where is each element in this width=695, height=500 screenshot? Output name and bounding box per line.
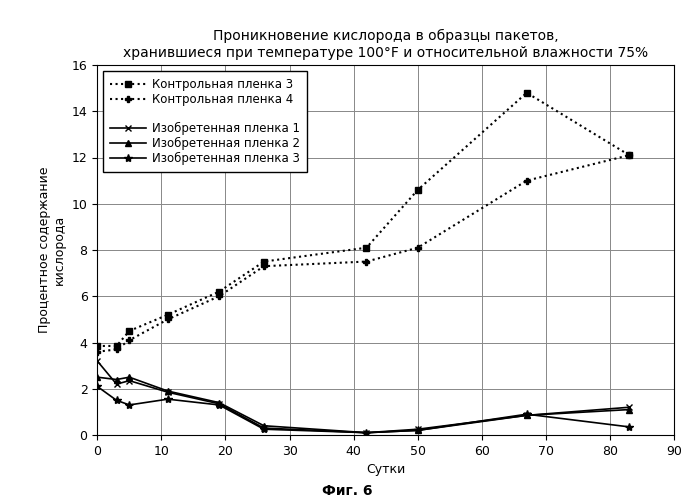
Изобретенная пленка 2 [523,412,531,418]
Контрольная пленка 3 [113,343,121,349]
Контрольная пленка 3 [625,152,633,158]
Line: Изобретенная пленка 1: Изобретенная пленка 1 [94,358,632,436]
Контрольная пленка 3 [523,90,531,96]
Контрольная пленка 4 [113,346,121,352]
Изобретенная пленка 3 [414,428,422,434]
Изобретенная пленка 1 [625,404,633,410]
Изобретенная пленка 1 [215,401,223,407]
Контрольная пленка 4 [215,293,223,299]
Контрольная пленка 3 [362,244,370,250]
Изобретенная пленка 2 [113,376,121,382]
Изобретенная пленка 3 [125,402,133,408]
Изобретенная пленка 1 [93,358,101,364]
Контрольная пленка 3 [215,288,223,294]
Изобретенная пленка 2 [93,374,101,380]
Изобретенная пленка 3 [215,402,223,408]
Legend: Контрольная пленка 3, Контрольная пленка 4, , Изобретенная пленка 1, Изобретенна: Контрольная пленка 3, Контрольная пленка… [103,71,306,172]
Контрольная пленка 4 [414,244,422,250]
Изобретенная пленка 1 [362,430,370,436]
Изобретенная пленка 3 [625,424,633,430]
Контрольная пленка 3 [260,258,268,264]
Изобретенная пленка 2 [260,423,268,429]
Изобретенная пленка 3 [260,426,268,432]
Изобретенная пленка 2 [163,388,172,394]
Изобретенная пленка 1 [260,425,268,431]
Изобретенная пленка 3 [93,384,101,390]
Контрольная пленка 4 [523,178,531,184]
Контрольная пленка 4 [125,337,133,343]
Text: Фиг. 6: Фиг. 6 [322,484,373,498]
Line: Контрольная пленка 4: Контрольная пленка 4 [94,152,632,355]
Изобретенная пленка 1 [523,412,531,418]
Изобретенная пленка 3 [523,411,531,417]
Контрольная пленка 4 [625,152,633,158]
Line: Изобретенная пленка 3: Изобретенная пленка 3 [93,382,633,437]
Изобретенная пленка 1 [414,426,422,432]
Line: Изобретенная пленка 2: Изобретенная пленка 2 [94,374,632,436]
Y-axis label: Процентное содержание
кислорода: Процентное содержание кислорода [38,167,66,333]
Изобретенная пленка 2 [125,374,133,380]
Line: Контрольная пленка 3: Контрольная пленка 3 [95,90,632,348]
Изобретенная пленка 3 [113,398,121,404]
Изобретенная пленка 1 [113,381,121,387]
Изобретенная пленка 2 [625,406,633,412]
Контрольная пленка 4 [93,349,101,355]
Контрольная пленка 3 [163,312,172,318]
Контрольная пленка 3 [125,328,133,334]
Изобретенная пленка 2 [362,430,370,436]
Изобретенная пленка 3 [163,396,172,402]
Изобретенная пленка 2 [215,400,223,406]
Контрольная пленка 4 [362,258,370,264]
Изобретенная пленка 3 [362,430,370,436]
Изобретенная пленка 1 [163,389,172,395]
Контрольная пленка 3 [93,343,101,349]
Контрольная пленка 4 [163,316,172,322]
Контрольная пленка 4 [260,263,268,269]
Title: Проникновение кислорода в образцы пакетов,
хранившиеся при температуре 100°F и о: Проникновение кислорода в образцы пакето… [123,30,648,60]
Изобретенная пленка 1 [125,378,133,384]
Контрольная пленка 3 [414,187,422,193]
Изобретенная пленка 2 [414,428,422,434]
X-axis label: Сутки: Сутки [366,464,405,476]
